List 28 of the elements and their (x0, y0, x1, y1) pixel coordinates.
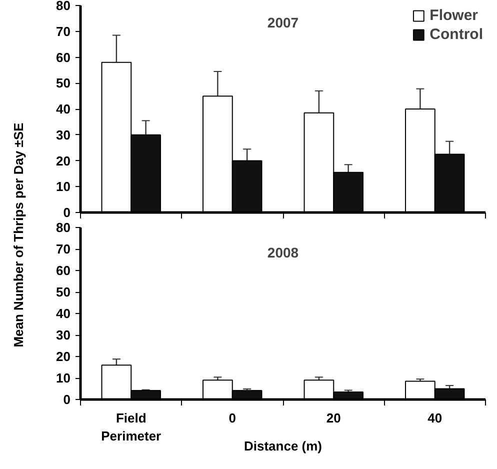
y-tick-label: 70 (56, 242, 71, 256)
x-tick-label: 40 (428, 410, 442, 426)
y-tick-label: 60 (56, 263, 71, 278)
y-tick-label: 60 (56, 50, 71, 65)
y-tick-label: 30 (56, 127, 71, 142)
y-tick-label: 40 (56, 306, 71, 321)
y-tick-label: 10 (56, 179, 71, 194)
y-tick-label: 50 (56, 284, 71, 300)
legend-label: Flower (430, 7, 478, 24)
y-tick-label: 0 (63, 392, 71, 407)
x-tick-label: Field Perimeter (101, 410, 162, 444)
y-tick-label: 20 (56, 153, 71, 168)
y-tick-label: 70 (56, 24, 71, 39)
y-tick-label: 80 (56, 220, 71, 235)
y-tick-label: 30 (56, 328, 71, 342)
text: 2007 (267, 14, 299, 30)
legend-label: Control (430, 26, 483, 43)
y-tick-label: 50 (56, 76, 71, 91)
y-axis-title: Mean Number of Thrips per Day ±SE (11, 122, 26, 348)
y-tick-label: 10 (56, 370, 71, 386)
x-tick-label: 20 (326, 410, 341, 426)
y-tick-label: 20 (56, 349, 71, 364)
x-tick-label: 0 (228, 410, 236, 426)
y-tick-label: 40 (56, 102, 71, 116)
x-axis-title: Distance (m) (244, 438, 322, 454)
y-tick-label: 80 (56, 0, 71, 13)
y-tick-label: 0 (63, 205, 71, 220)
text: 2008 (267, 244, 299, 260)
